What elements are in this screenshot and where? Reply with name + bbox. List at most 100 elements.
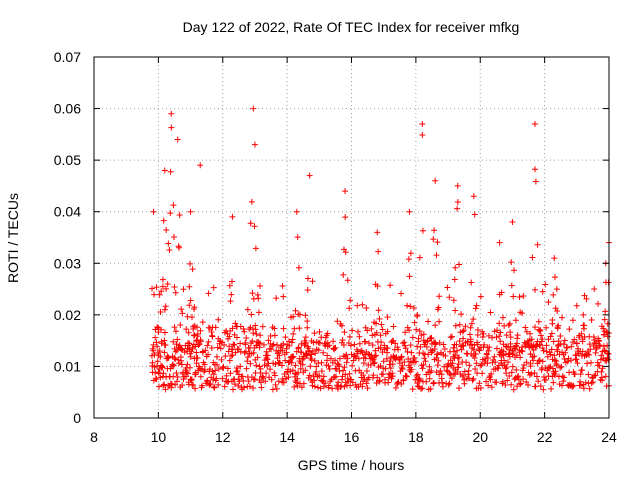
data-point <box>292 362 299 369</box>
data-point <box>271 332 278 339</box>
data-point <box>178 306 185 313</box>
data-point <box>495 365 502 372</box>
data-point <box>326 366 333 373</box>
data-point <box>525 382 532 389</box>
data-point <box>269 386 276 393</box>
data-point <box>288 339 295 346</box>
data-point <box>430 236 437 243</box>
data-point <box>205 338 212 345</box>
data-point <box>487 309 494 316</box>
data-point <box>601 347 608 354</box>
data-point <box>325 382 332 389</box>
data-point <box>383 355 390 362</box>
data-point <box>551 372 558 379</box>
data-points <box>148 105 612 393</box>
data-point <box>260 341 267 348</box>
data-point <box>465 375 472 382</box>
data-point <box>547 351 554 358</box>
data-point <box>363 304 370 311</box>
y-tick-label: 0 <box>73 410 81 426</box>
data-point <box>512 317 519 324</box>
data-point <box>369 332 376 339</box>
data-point <box>310 339 317 346</box>
data-point <box>280 293 287 300</box>
data-point <box>411 319 418 326</box>
data-point <box>463 359 470 366</box>
data-point <box>187 208 194 215</box>
data-point <box>514 374 521 381</box>
data-point <box>169 361 176 368</box>
data-point <box>298 349 305 356</box>
data-point <box>240 384 247 391</box>
x-axis-label: GPS time / hours <box>298 457 405 473</box>
data-point <box>419 365 426 372</box>
data-point <box>523 378 530 385</box>
data-point <box>488 384 495 391</box>
x-tick-label: 8 <box>90 429 98 445</box>
data-point <box>452 264 459 271</box>
data-point <box>228 346 235 353</box>
y-tick-label: 0.03 <box>54 255 81 271</box>
data-point <box>409 386 416 393</box>
data-point <box>183 369 190 376</box>
data-point <box>162 303 169 310</box>
data-point <box>171 324 178 331</box>
data-point <box>291 325 298 332</box>
data-point <box>219 375 226 382</box>
data-point <box>289 336 296 343</box>
data-point <box>226 282 233 289</box>
data-point <box>408 366 415 373</box>
data-point <box>539 288 546 295</box>
data-point <box>265 337 272 344</box>
data-point <box>152 334 159 341</box>
data-point <box>271 325 278 332</box>
data-point <box>530 346 537 353</box>
data-point <box>196 341 203 348</box>
data-point <box>542 281 549 288</box>
data-point <box>415 383 422 390</box>
data-point <box>586 341 593 348</box>
data-point <box>476 347 483 354</box>
data-point <box>520 376 527 383</box>
x-tick-label: 10 <box>151 429 167 445</box>
data-point <box>159 283 166 290</box>
data-point <box>356 333 363 340</box>
data-point <box>306 372 313 379</box>
data-point <box>263 355 270 362</box>
data-point <box>419 121 426 128</box>
data-point <box>226 333 233 340</box>
data-point <box>308 356 315 363</box>
data-point <box>249 290 256 297</box>
data-point <box>342 249 349 256</box>
data-point <box>256 344 263 351</box>
data-point <box>163 226 170 233</box>
data-point <box>602 373 609 380</box>
data-point <box>293 379 300 386</box>
data-point <box>273 385 280 392</box>
data-point <box>293 208 300 215</box>
data-point <box>351 341 358 348</box>
data-point <box>172 289 179 296</box>
data-point <box>270 341 277 348</box>
data-point <box>231 381 238 388</box>
data-point <box>193 349 200 356</box>
data-point <box>390 323 397 330</box>
data-point <box>341 329 348 336</box>
data-point <box>192 343 199 350</box>
data-point <box>237 348 244 355</box>
data-point <box>510 267 517 274</box>
data-point <box>320 373 327 380</box>
data-point <box>580 385 587 392</box>
data-point <box>540 347 547 354</box>
data-point <box>251 376 258 383</box>
data-point <box>510 386 517 393</box>
data-point <box>466 362 473 369</box>
data-point <box>558 363 565 370</box>
data-point <box>470 346 477 353</box>
data-point <box>237 363 244 370</box>
data-point <box>378 339 385 346</box>
data-point <box>243 365 250 372</box>
data-point <box>493 379 500 386</box>
data-point <box>384 345 391 352</box>
data-point <box>477 384 484 391</box>
